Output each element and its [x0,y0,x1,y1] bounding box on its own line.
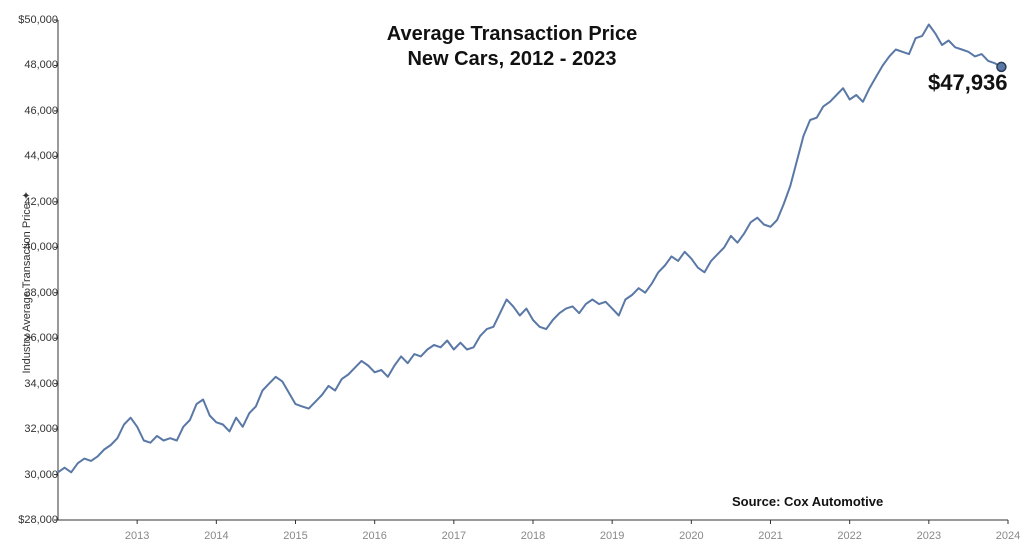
y-tick-label: 42,000 [8,196,58,208]
price-line [58,25,1001,473]
x-tick-label: 2014 [204,530,228,542]
y-tick-label: 38,000 [8,287,58,299]
x-tick-label: 2018 [521,530,545,542]
x-tick-label: 2019 [600,530,624,542]
x-tick-label: 2017 [442,530,466,542]
y-tick-label: 32,000 [8,423,58,435]
x-tick-label: 2013 [125,530,149,542]
y-tick-label: $28,000 [8,514,58,526]
y-tick-label: $50,000 [8,14,58,26]
x-tick-label: 2021 [758,530,782,542]
y-tick-label: 44,000 [8,150,58,162]
y-tick-label: 48,000 [8,59,58,71]
chart-container: Average Transaction Price New Cars, 2012… [0,0,1024,554]
x-tick-label: 2022 [837,530,861,542]
x-tick-label: 2015 [283,530,307,542]
x-tick-label: 2020 [679,530,703,542]
y-tick-label: 36,000 [8,332,58,344]
end-value-label: $47,936 [928,70,1008,96]
source-attribution: Source: Cox Automotive [732,494,883,509]
y-tick-label: 40,000 [8,241,58,253]
x-tick-label: 2023 [917,530,941,542]
y-tick-label: 30,000 [8,469,58,481]
x-tick-label: 2016 [362,530,386,542]
y-tick-label: 46,000 [8,105,58,117]
y-tick-label: 34,000 [8,378,58,390]
x-tick-label: 2024 [996,530,1020,542]
chart-svg [0,0,1024,554]
